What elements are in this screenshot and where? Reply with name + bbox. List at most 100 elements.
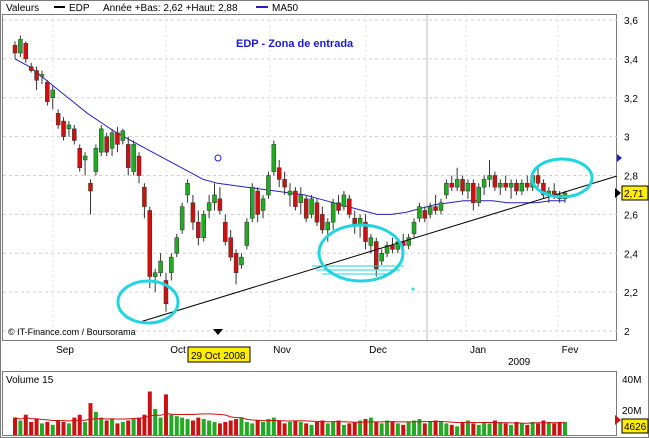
legend-ma-label: MA50 bbox=[272, 3, 299, 14]
volume-bar bbox=[131, 419, 136, 435]
candle bbox=[541, 179, 546, 199]
candle-body bbox=[481, 179, 487, 188]
candle bbox=[444, 179, 449, 199]
candle-body bbox=[152, 272, 158, 277]
volume-bar bbox=[244, 421, 249, 435]
candle-body bbox=[34, 70, 39, 81]
date-badge-text: 29 Oct 2008 bbox=[191, 351, 246, 362]
candle-body bbox=[363, 221, 368, 242]
candle bbox=[212, 183, 217, 211]
legend-series-label: Valeurs bbox=[6, 3, 39, 14]
volume-bar bbox=[277, 420, 282, 435]
y-tick-label: 3,4 bbox=[624, 55, 638, 66]
candle-body bbox=[266, 175, 271, 196]
candle bbox=[347, 194, 352, 219]
volume-bar bbox=[460, 421, 465, 435]
candle bbox=[142, 183, 147, 219]
candle bbox=[12, 41, 18, 59]
candle bbox=[18, 35, 23, 57]
candle bbox=[260, 194, 266, 219]
candle-body bbox=[503, 183, 508, 188]
volume-bar bbox=[492, 420, 497, 435]
candle bbox=[233, 249, 239, 285]
candle bbox=[363, 214, 368, 250]
candle-body bbox=[158, 260, 163, 273]
candle-body bbox=[104, 136, 109, 153]
volume-bar bbox=[104, 420, 109, 435]
candle-body bbox=[309, 198, 314, 215]
volume-bar bbox=[546, 421, 551, 435]
candle bbox=[406, 233, 411, 250]
candle bbox=[330, 198, 336, 230]
volume-bar bbox=[530, 421, 535, 435]
candle-body bbox=[109, 132, 115, 149]
candle-body bbox=[88, 183, 93, 192]
volume-bar bbox=[23, 414, 28, 435]
volume-last-text: 4626 bbox=[624, 422, 647, 433]
candle-body bbox=[260, 198, 266, 211]
volume-axis-tick-20m: 20M bbox=[622, 406, 641, 417]
volume-bar bbox=[110, 419, 115, 435]
x-tick-label: Jan bbox=[470, 345, 486, 356]
candle bbox=[508, 179, 514, 199]
candle bbox=[217, 187, 223, 215]
volume-bar bbox=[190, 420, 195, 435]
candle bbox=[390, 237, 395, 254]
volume-bar bbox=[406, 421, 411, 435]
candle-body bbox=[115, 132, 120, 145]
volume-bar bbox=[174, 416, 179, 435]
candle-body bbox=[239, 256, 244, 266]
candle-body bbox=[449, 183, 455, 188]
candle-body bbox=[39, 74, 45, 77]
candle-body bbox=[444, 183, 449, 196]
volume-bar bbox=[169, 414, 174, 435]
candle-body bbox=[298, 194, 304, 203]
candle bbox=[384, 241, 390, 258]
x-tick-label: Oct bbox=[170, 345, 186, 356]
candle bbox=[239, 253, 244, 269]
volume-bar bbox=[34, 419, 39, 435]
last-price-badge bbox=[621, 185, 649, 201]
candle-body bbox=[498, 183, 503, 188]
candle-body bbox=[255, 190, 260, 215]
volume-bar bbox=[56, 420, 61, 435]
candle-body bbox=[244, 221, 250, 246]
volume-bar bbox=[77, 414, 82, 435]
candle bbox=[454, 167, 460, 192]
candle-body bbox=[368, 237, 374, 246]
volume-bar bbox=[309, 424, 314, 435]
legend-range: Année +Bas: 2,62 +Haut: 2,88 bbox=[103, 3, 238, 14]
candle bbox=[93, 144, 99, 176]
candle bbox=[34, 66, 39, 90]
volume-bar bbox=[503, 423, 508, 435]
volume-axis-tick-40m: 40M bbox=[622, 375, 641, 386]
candle bbox=[136, 152, 142, 184]
candle bbox=[255, 187, 260, 223]
candle bbox=[514, 179, 519, 195]
candle bbox=[492, 171, 498, 192]
volume-bar bbox=[217, 423, 222, 435]
volume-bar bbox=[374, 421, 379, 435]
x-tick-label: Dec bbox=[369, 345, 387, 356]
volume-bar bbox=[471, 423, 476, 435]
volume-bar bbox=[449, 424, 454, 435]
candle bbox=[201, 210, 206, 242]
volume-bar bbox=[519, 423, 524, 435]
candle bbox=[125, 136, 131, 176]
volume-bar bbox=[514, 421, 519, 435]
volume-bar bbox=[180, 417, 185, 435]
candle-body bbox=[384, 245, 390, 254]
volume-bar bbox=[325, 423, 330, 435]
volume-bar bbox=[314, 421, 319, 435]
copyright-text: © IT-Finance.com / Boursorama bbox=[8, 327, 136, 337]
candle bbox=[438, 198, 444, 215]
candle-body bbox=[93, 148, 99, 172]
legend-bar: Valeurs EDP Année +Bas: 2,62 +Haut: 2,88… bbox=[6, 3, 299, 14]
candle-body bbox=[508, 183, 514, 188]
volume-bar bbox=[185, 419, 190, 435]
candle-body bbox=[460, 179, 465, 192]
candle-body bbox=[72, 128, 77, 141]
candle bbox=[196, 210, 201, 246]
volume-bar bbox=[234, 419, 239, 435]
candle-body bbox=[487, 175, 492, 180]
